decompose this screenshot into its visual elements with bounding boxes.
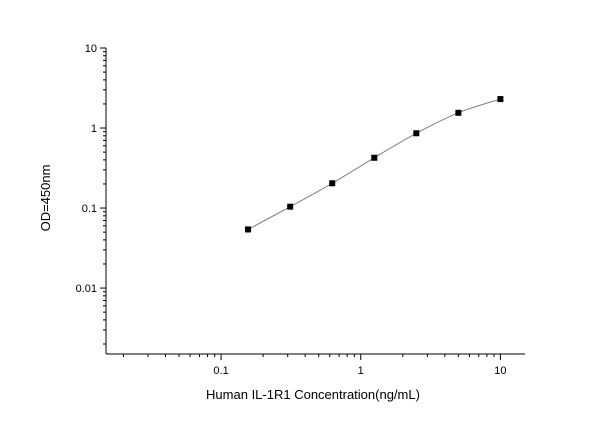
data-points bbox=[245, 96, 504, 233]
data-point bbox=[413, 130, 420, 137]
data-point bbox=[371, 154, 378, 161]
x-tick-label: 10 bbox=[494, 365, 506, 377]
data-point bbox=[455, 109, 462, 116]
data-point bbox=[245, 226, 252, 233]
tick-labels: 0.1 1 10 0.01 0.1 1 10 bbox=[76, 43, 507, 377]
y-tick-label: 0.01 bbox=[76, 283, 97, 295]
y-tick-label: 0.1 bbox=[82, 203, 97, 215]
y-tick-label: 10 bbox=[85, 43, 97, 55]
x-tick-label: 0.1 bbox=[213, 365, 228, 377]
major-ticks bbox=[100, 47, 501, 360]
y-tick-label: 1 bbox=[91, 123, 97, 135]
data-point bbox=[497, 96, 504, 103]
data-point bbox=[287, 203, 294, 210]
axes bbox=[105, 48, 525, 355]
x-tick-label: 1 bbox=[358, 365, 364, 377]
data-point bbox=[329, 180, 336, 187]
y-axis-title: OD=450nm bbox=[38, 165, 53, 232]
x-axis-title: Human IL-1R1 Concentration(ng/mL) bbox=[206, 387, 420, 402]
minor-ticks bbox=[103, 51, 495, 357]
